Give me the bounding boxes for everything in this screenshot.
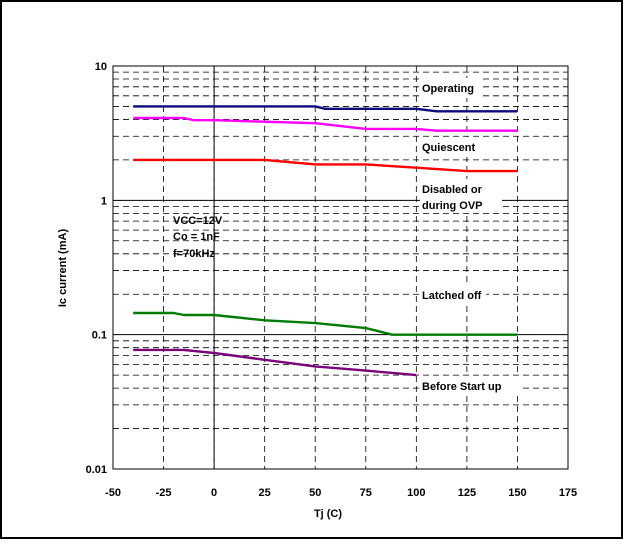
x-tick-label: 125 xyxy=(458,487,476,499)
y-tick-label: 10 xyxy=(95,61,107,73)
label-background xyxy=(420,137,486,157)
x-tick-label: 150 xyxy=(508,487,526,499)
label-disabled-line2: during OVP xyxy=(422,200,483,212)
label-disabled-line1: Disabled or xyxy=(422,184,483,196)
x-tick-label: 25 xyxy=(259,487,271,499)
y-tick-label: 0.01 xyxy=(86,464,107,476)
y-tick-label: 0.1 xyxy=(92,330,107,342)
x-tick-label: 0 xyxy=(211,487,217,499)
plot-area-border xyxy=(112,65,569,470)
series-layer xyxy=(133,78,520,396)
label-latched-off: Latched off xyxy=(422,290,482,302)
x-tick-label: 100 xyxy=(407,487,425,499)
series-line-quiescent xyxy=(133,116,518,132)
label-background xyxy=(420,376,520,396)
condition-co: Co = 1nF xyxy=(173,231,220,243)
label-background xyxy=(420,285,486,305)
label-operating: Operating xyxy=(422,83,474,95)
plot-border xyxy=(112,65,569,470)
x-tick-label: -25 xyxy=(156,487,172,499)
ic-current-chart: -50 -25 0 25 50 75 100 125 150 175 10 1 0.1 0.01 Tj (… xyxy=(57,61,578,520)
series-line-operating xyxy=(133,105,518,113)
label-background xyxy=(420,78,480,98)
x-tick-label: 50 xyxy=(309,487,321,499)
x-tick-label: -50 xyxy=(105,487,121,499)
x-axis-label: Tj (C) xyxy=(314,508,342,520)
x-tick-label: 75 xyxy=(360,487,372,499)
condition-vcc: VCC=12V xyxy=(173,215,223,227)
y-axis-label: Ic current (mA) xyxy=(57,229,69,308)
label-background xyxy=(420,179,502,213)
y-tick-label: 1 xyxy=(101,195,107,207)
series-line-disabled-or-during-ovp xyxy=(133,158,518,173)
label-before-start-up: Before Start up xyxy=(422,381,502,393)
series-line-latched-off xyxy=(133,311,518,336)
x-tick-label: 175 xyxy=(559,487,577,499)
tick-labels: -50 -25 0 25 50 75 100 125 150 175 10 1 0.1 0.01 xyxy=(86,61,578,499)
label-quiescent: Quiescent xyxy=(422,142,476,154)
condition-freq: f=70kHz xyxy=(173,248,215,260)
series-line-before-start-up xyxy=(133,348,417,377)
